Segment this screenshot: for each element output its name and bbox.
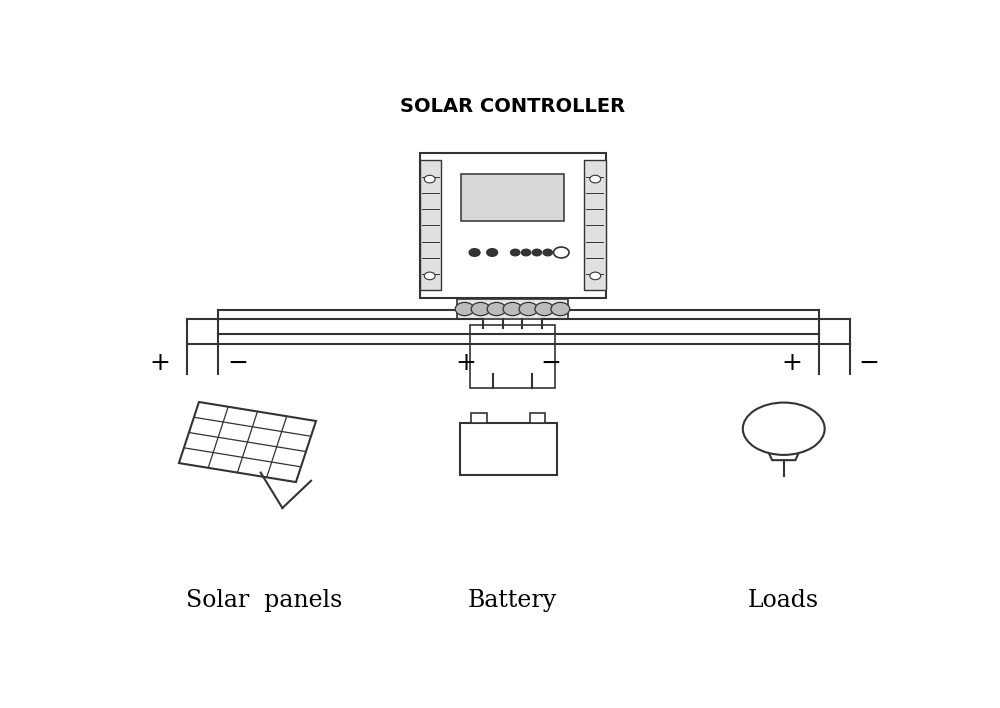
Text: Battery: Battery (468, 588, 557, 612)
Circle shape (543, 249, 552, 256)
Circle shape (455, 302, 474, 316)
FancyBboxPatch shape (460, 423, 557, 475)
FancyBboxPatch shape (420, 160, 441, 290)
FancyBboxPatch shape (457, 299, 568, 319)
Circle shape (532, 249, 542, 256)
Circle shape (590, 176, 601, 183)
Text: −: − (859, 351, 880, 375)
Circle shape (511, 249, 520, 256)
FancyBboxPatch shape (461, 174, 564, 222)
Bar (530, 413, 545, 423)
Text: +: + (781, 351, 802, 375)
Circle shape (487, 249, 498, 256)
FancyBboxPatch shape (584, 160, 606, 290)
Circle shape (519, 302, 538, 316)
Text: +: + (456, 351, 476, 375)
Text: Loads: Loads (748, 588, 819, 612)
Circle shape (471, 302, 490, 316)
Text: +: + (149, 351, 170, 375)
Circle shape (535, 302, 554, 316)
Bar (471, 413, 487, 423)
Circle shape (487, 302, 506, 316)
FancyBboxPatch shape (420, 153, 606, 297)
Circle shape (503, 302, 522, 316)
Circle shape (424, 176, 435, 183)
FancyBboxPatch shape (470, 325, 555, 387)
Text: −: − (227, 351, 248, 375)
Circle shape (424, 272, 435, 280)
Text: Solar  panels: Solar panels (186, 588, 343, 612)
Ellipse shape (743, 403, 825, 455)
Circle shape (590, 272, 601, 280)
Circle shape (469, 249, 480, 256)
Circle shape (551, 302, 570, 316)
Circle shape (521, 249, 531, 256)
Circle shape (554, 247, 569, 258)
Text: SOLAR CONTROLLER: SOLAR CONTROLLER (400, 97, 625, 116)
Text: −: − (541, 351, 562, 375)
